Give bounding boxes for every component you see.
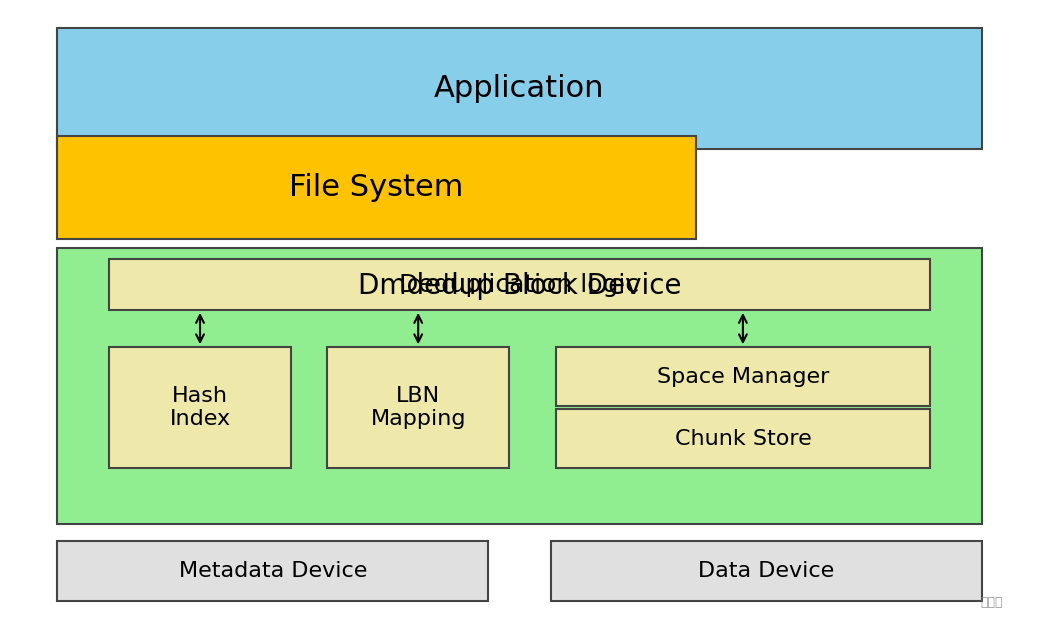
- Bar: [57, 28, 982, 149]
- Text: Application: Application: [434, 74, 605, 103]
- Text: LBN
Mapping: LBN Mapping: [371, 386, 465, 429]
- Text: Dmdedup Block Device: Dmdedup Block Device: [357, 272, 682, 299]
- Text: Space Manager: Space Manager: [657, 366, 829, 387]
- Bar: [551, 541, 982, 601]
- Text: Chunk Store: Chunk Store: [674, 428, 811, 449]
- Text: Hash
Index: Hash Index: [169, 386, 231, 429]
- Text: Data Device: Data Device: [698, 561, 834, 581]
- Bar: [57, 136, 696, 239]
- Bar: [556, 409, 930, 468]
- Bar: [556, 347, 930, 406]
- Bar: [109, 259, 930, 310]
- Bar: [57, 541, 488, 601]
- Text: File System: File System: [290, 173, 463, 202]
- Text: 亿速云: 亿速云: [980, 596, 1003, 609]
- Text: Deduplication logic: Deduplication logic: [399, 273, 640, 296]
- Text: Metadata Device: Metadata Device: [179, 561, 367, 581]
- Bar: [57, 248, 982, 524]
- Bar: [327, 347, 509, 468]
- Bar: [109, 347, 291, 468]
